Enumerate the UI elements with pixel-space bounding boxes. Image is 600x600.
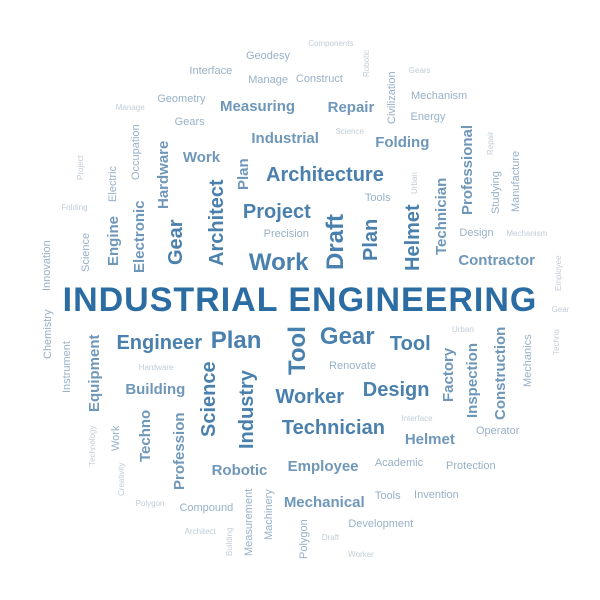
wordcloud-word: Science [199,362,219,438]
wordcloud-word: Components [308,40,353,48]
wordcloud-word: Renovate [329,361,376,372]
wordcloud-word: Gears [175,117,205,128]
wordcloud-word: Interface [401,415,432,423]
wordcloud-word: Civilization [387,72,398,125]
wordcloud-word: Work [183,150,220,165]
wordcloud-word: Manage [116,104,145,112]
wordcloud-word: Mechanism [411,91,467,102]
wordcloud-word: Electronic [132,200,147,273]
wordcloud-word: Folding [375,135,429,150]
wordcloud-word: Studying [491,171,502,214]
wordcloud-word: Hardware [139,364,174,372]
wordcloud-word: Worker [275,387,344,407]
wordcloud-word: Technology [89,425,97,465]
wordcloud-word: Mechanical [284,495,365,510]
wordcloud-word: Helmet [403,205,423,272]
wordcloud-word: Techno [553,329,561,355]
wordcloud-word: Creativity [118,463,126,496]
wordcloud-word: Equipment [87,335,102,413]
wordcloud-word: Measurement [244,489,255,556]
wordcloud-word: Industrial [251,131,319,146]
wordcloud-word: Repair [487,131,495,155]
wordcloud-word: Hardware [156,141,171,209]
wordcloud-word: Mechanics [523,335,534,388]
wordcloud-word: Professional [460,125,475,215]
wordcloud-word: Innovation [42,240,53,291]
wordcloud-word: Contractor [458,253,535,268]
wordcloud-word: Polygon [136,500,165,508]
wordcloud-word: Project [243,202,311,222]
wordcloud-word: Measuring [220,99,295,114]
wordcloud-word: Development [348,519,413,530]
wordcloud-word: Building [125,382,185,397]
wordcloud-word: Robotic [363,50,371,77]
wordcloud-word: Employee [288,459,359,474]
wordcloud-word: Factory [441,348,456,402]
wordcloud-canvas: INDUSTRIAL ENGINEERING Tool Work Draft Gear… [0,0,600,600]
wordcloud-word: Compound [179,503,233,514]
wordcloud-word: Architecture [266,165,384,185]
wordcloud-word: Folding [61,204,87,212]
wordcloud-word: Building [226,528,234,556]
wordcloud-word: Manage [248,75,288,86]
wordcloud-word: Techno [138,410,153,462]
wordcloud-word: Draft [324,214,348,270]
wordcloud-word: Work [111,425,122,450]
wordcloud-word: Interface [189,66,232,77]
wordcloud-word: Gear [320,325,375,349]
wordcloud-word: Employee [555,255,563,291]
wordcloud-word: Machinery [264,489,275,540]
wordcloud-word: Construct [296,74,343,85]
wordcloud-word: Architect [207,179,227,266]
wordcloud-word: Science [335,128,363,136]
wordcloud-word: Precision [264,229,309,240]
wordcloud-word: Tools [375,491,401,502]
wordcloud-word: Repair [328,100,375,115]
wordcloud-word: Technician [434,178,449,255]
wordcloud-main-word: INDUSTRIAL ENGINEERING [63,283,538,317]
wordcloud-word: Design [459,228,493,239]
wordcloud-word: Technician [282,418,385,438]
wordcloud-word: Inspection [465,343,480,418]
wordcloud-word: Tools [365,193,391,204]
wordcloud-word: Helmet [405,432,455,447]
wordcloud-word: Instrument [62,341,73,393]
wordcloud-word: Gear [552,306,570,314]
wordcloud-word: Engineer [116,333,202,353]
wordcloud-word: Geometry [157,94,205,105]
wordcloud-word: Plan [211,329,262,353]
wordcloud-word: Chemistry [43,309,54,359]
wordcloud-word: Manufacture [511,150,522,211]
wordcloud-word: Mechanism [506,230,547,238]
wordcloud-word: Industry [237,371,257,450]
wordcloud-word: Plan [361,219,381,261]
wordcloud-word: Project [77,155,85,180]
wordcloud-word: Robotic [212,463,268,478]
wordcloud-word: Tool [286,326,310,375]
wordcloud-word: Tool [390,334,431,354]
wordcloud-word: Energy [411,112,446,123]
wordcloud-word: Geodesy [246,51,290,62]
wordcloud-word: Protection [446,461,496,472]
wordcloud-word: Draft [322,534,339,542]
wordcloud-word: Worker [348,551,374,559]
wordcloud-word: Construction [493,327,508,420]
wordcloud-word: Engine [106,216,121,266]
wordcloud-word: Science [81,233,92,272]
wordcloud-word: Gears [409,67,431,75]
wordcloud-word: Gear [166,219,186,265]
wordcloud-word: Polygon [299,520,310,560]
wordcloud-word: Urban [411,172,419,194]
wordcloud-word: Urban [452,326,474,334]
wordcloud-word: Operator [476,426,519,437]
wordcloud-word: Work [249,251,309,275]
wordcloud-word: Architect [185,528,216,536]
wordcloud-word: Occupation [131,124,142,180]
wordcloud-word: Plan [236,158,251,190]
wordcloud-word: Electric [108,166,119,202]
wordcloud-word: Invention [414,490,459,501]
wordcloud-word: Profession [172,413,187,491]
wordcloud-word: Academic [375,458,423,469]
wordcloud-word: Design [363,380,430,400]
